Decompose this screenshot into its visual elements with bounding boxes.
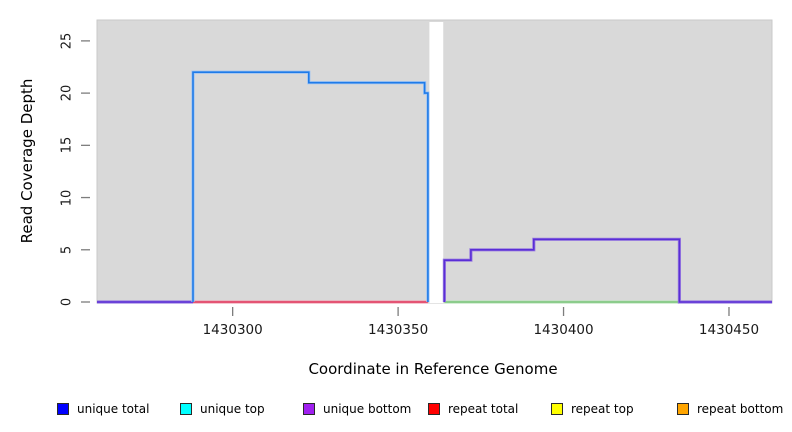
y-tick-label: 25 — [59, 32, 75, 50]
repeat-bottom-swatch-icon — [677, 403, 689, 415]
legend-item-unique-top: unique top — [180, 402, 265, 416]
legend-label: repeat top — [571, 402, 634, 416]
legend-label: unique total — [77, 402, 150, 416]
legend-item-unique-total: unique total — [57, 402, 149, 416]
x-tick-label: 1430450 — [698, 322, 760, 338]
y-tick-label: 0 — [59, 297, 75, 307]
legend-label: unique bottom — [323, 402, 412, 416]
series-line-3 — [192, 71, 429, 302]
x-tick-label: 1430350 — [368, 322, 429, 338]
masked-gap-region — [429, 22, 444, 303]
series-line-4 — [443, 238, 772, 303]
legend: unique total unique top unique bottom re… — [0, 400, 792, 424]
y-tick-label: 15 — [59, 137, 75, 154]
repeat-top-swatch-icon — [551, 403, 563, 415]
legend-item-repeat-top: repeat top — [551, 402, 634, 416]
y-tick-label: 20 — [59, 84, 75, 102]
y-tick-label: 5 — [59, 245, 75, 254]
unique-bottom-swatch-icon — [303, 403, 315, 415]
x-axis-label: Coordinate in Reference Genome — [308, 360, 558, 378]
legend-item-repeat-total: repeat total — [428, 402, 518, 416]
legend-label: repeat bottom — [697, 402, 784, 416]
legend-label: unique top — [200, 402, 265, 416]
y-axis-label: Read Coverage Depth — [18, 78, 36, 244]
legend-label: repeat total — [448, 402, 519, 416]
legend-item-unique-bottom: unique bottom — [303, 402, 411, 416]
unique-top-swatch-icon — [180, 403, 192, 415]
y-tick-label: 10 — [59, 189, 75, 206]
repeat-total-swatch-icon — [428, 403, 440, 415]
x-tick-label: 1430300 — [202, 322, 263, 338]
legend-item-repeat-bottom: repeat bottom — [677, 402, 783, 416]
unique-total-swatch-icon — [57, 403, 69, 415]
x-tick-label: 1430400 — [533, 322, 594, 338]
